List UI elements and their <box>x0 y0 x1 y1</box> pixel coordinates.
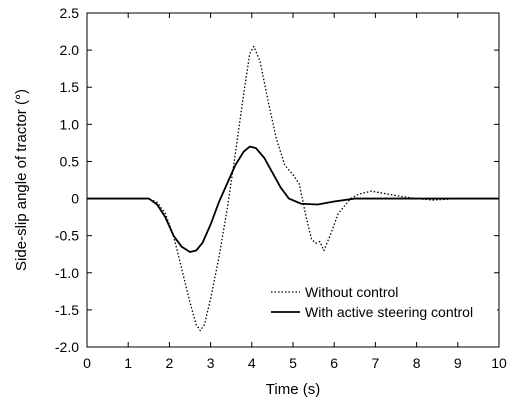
x-tick-label: 8 <box>413 355 421 371</box>
y-tick-label: 1.0 <box>60 116 80 132</box>
series-line-with-active-steering-control <box>87 147 499 252</box>
y-tick-label: -2.0 <box>55 339 79 355</box>
y-tick-label: 1.5 <box>60 79 80 95</box>
x-axis-title: Time (s) <box>266 381 320 398</box>
y-tick-label: -1.5 <box>55 302 79 318</box>
y-tick-label: 0 <box>71 191 79 207</box>
legend-label-with-active-steering-control: With active steering control <box>305 304 473 320</box>
y-tick-label: 0.5 <box>60 153 80 169</box>
x-tick-label: 7 <box>372 355 380 371</box>
x-tick-label: 4 <box>248 355 256 371</box>
legend-label-without-control: Without control <box>305 284 398 300</box>
x-tick-label: 0 <box>83 355 91 371</box>
y-tick-labels: 2.5 2.0 1.5 1.0 0.5 0 -0.5 -1.0 -1.5 -2.0 <box>55 5 79 355</box>
x-tick-label: 2 <box>166 355 174 371</box>
x-tick-label: 9 <box>454 355 462 371</box>
y-tick-label: -1.0 <box>55 265 79 281</box>
y-tick-label: 2.5 <box>60 5 80 21</box>
legend: Without control With active steering con… <box>268 283 497 323</box>
y-tick-label: 2.0 <box>60 42 80 58</box>
x-tick-label: 5 <box>289 355 297 371</box>
x-tick-label: 6 <box>330 355 338 371</box>
x-tick-label: 3 <box>207 355 215 371</box>
x-tick-label: 10 <box>491 355 507 371</box>
x-tick-label: 1 <box>124 355 132 371</box>
x-tick-labels: 0 1 2 3 4 5 6 7 8 9 10 <box>83 355 507 371</box>
y-axis-title: Side-slip angle of tractor (°) <box>13 89 30 271</box>
y-tick-label: -0.5 <box>55 228 79 244</box>
